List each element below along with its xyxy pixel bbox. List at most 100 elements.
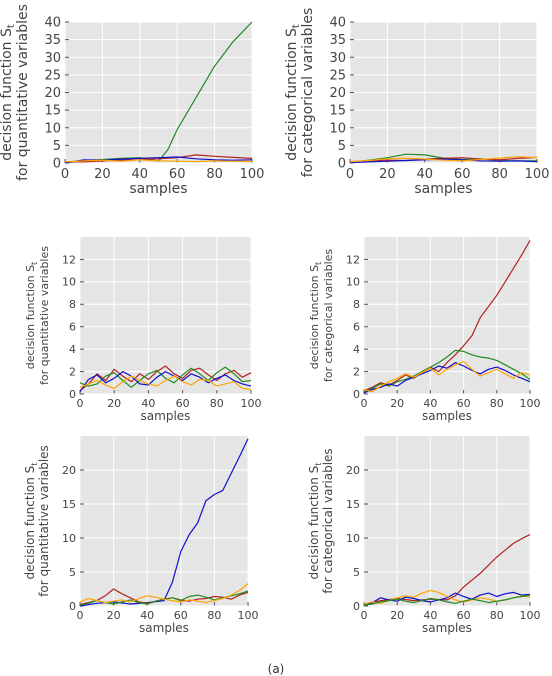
y-axis-label-line2: for categorical variables	[300, 8, 316, 178]
x-tick-label: 80	[490, 397, 504, 410]
series-line-2	[349, 156, 538, 163]
x-tick-label: 0	[77, 397, 84, 410]
x-axis-label: samples	[422, 409, 472, 423]
y-tick-label: 30	[44, 51, 61, 66]
x-tick-label: 40	[132, 167, 149, 182]
y-tick-label: 35	[329, 33, 346, 48]
x-tick-label: 80	[206, 167, 223, 182]
x-tick-label: 20	[390, 397, 404, 410]
x-tick-label: 20	[94, 167, 111, 182]
x-tick-label: 80	[490, 609, 504, 622]
y-tick-label: 8	[69, 298, 76, 311]
x-axis-label: samples	[414, 181, 472, 197]
y-axis-label-line2: for quantitative variables	[15, 4, 31, 181]
plot-area	[80, 237, 251, 394]
x-tick-label: 20	[107, 397, 121, 410]
x-tick-label: 20	[107, 609, 121, 622]
x-tick-label: 80	[491, 167, 508, 182]
y-tick-label: 5	[69, 566, 76, 579]
y-tick-label: 5	[338, 139, 346, 154]
y-axis-label-line2: for quantitative variables	[37, 445, 51, 597]
series-line-1	[363, 240, 531, 392]
y-tick-label: 15	[62, 498, 76, 511]
y-tick-label: 10	[44, 121, 61, 136]
x-tick-label: 60	[174, 609, 188, 622]
plot-area	[364, 436, 530, 606]
x-tick-label: 20	[379, 167, 396, 182]
chart-panel-5: 0 20 40 60 80 100 0 5 10 15 20 samples decision func…	[23, 436, 259, 635]
x-tick-label: 40	[417, 167, 434, 182]
y-tick-label: 0	[69, 388, 76, 401]
x-tick-label: 80	[210, 397, 224, 410]
x-tick-label: 60	[169, 167, 186, 182]
x-tick-label: 40	[423, 397, 437, 410]
y-tick-label: 10	[329, 121, 346, 136]
y-tick-label: 15	[329, 104, 346, 119]
y-tick-label: 4	[69, 343, 76, 356]
y-axis-label-line1: decision function St	[24, 262, 39, 369]
y-axis-label-line2: for categorical variables	[321, 448, 335, 593]
x-tick-label: 0	[361, 397, 368, 410]
y-tick-label: 15	[44, 104, 61, 119]
y-tick-label: 10	[62, 532, 76, 545]
series-line-4	[79, 375, 252, 391]
y-tick-label: 20	[44, 86, 61, 101]
x-axis-label: samples	[422, 621, 472, 635]
series-line-4	[64, 159, 253, 163]
x-axis-label: samples	[129, 181, 187, 197]
y-tick-label: 6	[353, 321, 360, 334]
y-tick-label: 20	[62, 464, 76, 477]
x-axis-label: samples	[139, 621, 189, 635]
y-tick-label: 30	[329, 51, 346, 66]
x-tick-label: 100	[241, 397, 262, 410]
y-tick-label: 5	[53, 139, 61, 154]
y-tick-label: 40	[329, 16, 346, 31]
x-tick-label: 100	[238, 609, 259, 622]
x-tick-label: 100	[240, 167, 265, 182]
x-tick-label: 0	[61, 167, 69, 182]
y-axis-label-line2: for categorical variables	[322, 249, 335, 382]
chart-panel-3: 0 20 40 60 80 100 0 2 4 6 8 10 12 samples decision fun…	[24, 237, 262, 423]
y-axis-label-line1: decision function St	[284, 24, 302, 161]
y-tick-label: 0	[69, 600, 76, 613]
series-line-4	[363, 360, 531, 393]
plot-area	[80, 436, 248, 606]
y-axis-label-line1: decision function St	[0, 24, 17, 161]
x-tick-label: 0	[361, 609, 368, 622]
series-line-2	[64, 154, 253, 163]
y-tick-label: 0	[353, 388, 360, 401]
x-tick-label: 60	[457, 609, 471, 622]
y-tick-label: 2	[353, 365, 360, 378]
y-axis-label-line1: decision function St	[308, 262, 323, 369]
x-tick-label: 100	[520, 397, 541, 410]
y-tick-label: 0	[53, 157, 61, 172]
series-line-4	[79, 583, 249, 604]
y-axis-label-line2: for quantitative variables	[38, 246, 51, 385]
x-axis-label: samples	[141, 409, 191, 423]
x-tick-label: 40	[141, 397, 155, 410]
y-tick-label: 20	[329, 86, 346, 101]
y-tick-label: 8	[353, 298, 360, 311]
x-tick-label: 20	[390, 609, 404, 622]
y-tick-label: 10	[346, 276, 360, 289]
y-tick-label: 10	[346, 532, 360, 545]
x-tick-label: 40	[423, 609, 437, 622]
series-line-3	[363, 362, 531, 394]
chart-panel-1: 0 20 40 60 80 1000510152025303540samplesdecis…	[0, 4, 264, 197]
series-line-2	[79, 366, 252, 388]
y-tick-label: 20	[346, 464, 360, 477]
y-tick-label: 4	[353, 343, 360, 356]
x-tick-label: 0	[77, 609, 84, 622]
x-tick-label: 60	[454, 167, 471, 182]
y-axis-label-line1: decision function St	[307, 463, 323, 580]
y-tick-label: 25	[329, 68, 346, 83]
x-tick-label: 60	[176, 397, 190, 410]
y-tick-label: 0	[338, 157, 346, 172]
y-tick-label: 0	[353, 600, 360, 613]
